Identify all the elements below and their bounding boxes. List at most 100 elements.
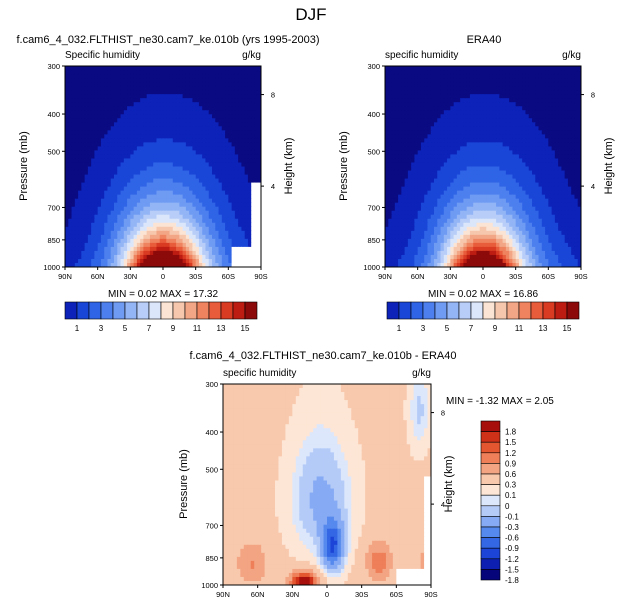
panel-model-field-cell	[136, 262, 141, 267]
panel-model-field-cell	[68, 106, 73, 111]
panel-era40-field-cell	[473, 70, 478, 75]
panel-era40-field-cell	[548, 78, 553, 83]
panel-model-field-cell	[71, 214, 76, 220]
panel-model-field-cell	[84, 242, 89, 248]
panel-era40-field-cell	[499, 134, 504, 139]
panel-model-field-cell	[176, 106, 180, 111]
panel-era40-field-cell	[545, 158, 549, 164]
panel-era40-field-cell	[443, 158, 448, 164]
panel-model-field-cell	[241, 186, 246, 192]
panel-era40-field-cell	[391, 70, 396, 75]
panel-model-field-cell	[65, 194, 69, 200]
panel-era40-field-cell	[450, 110, 455, 115]
panel-era40-field-cell	[538, 78, 543, 83]
panel-model-field-cell	[71, 202, 76, 208]
panel-model-field-cell	[146, 70, 151, 75]
panel-model-field-cell	[71, 158, 76, 164]
panel-era40-field-cell	[502, 150, 507, 156]
panel-model-field-cell	[91, 70, 95, 75]
panel-model-field-cell	[234, 102, 239, 107]
panel-model-field-cell	[231, 206, 236, 212]
panel-era40-field-cell	[532, 134, 536, 139]
panel-model-field-cell	[221, 118, 226, 123]
panel-era40-field-cell	[577, 142, 581, 147]
panel-era40-field-cell	[463, 186, 468, 192]
panel-model-field-cell	[133, 218, 138, 224]
panel-model-field-cell	[254, 234, 259, 240]
panel-era40-field-cell	[388, 110, 393, 115]
panel-model-field-cell	[221, 82, 226, 87]
panel-era40-field-cell	[574, 70, 579, 75]
panel-era40-field-cell	[453, 106, 458, 111]
panel-era40-field-cell	[551, 106, 556, 111]
panel-model-field-cell	[94, 222, 99, 228]
panel-model-field-cell	[143, 170, 148, 176]
panel-era40-field-cell	[538, 186, 543, 192]
panel-model-field-cell	[149, 78, 154, 83]
panel-era40-field-cell	[424, 178, 429, 184]
panel-model-field-cell	[179, 106, 184, 111]
panel-era40-field-cell	[437, 174, 442, 180]
panel-era40-field-cell	[492, 178, 497, 184]
panel-era40-field-cell	[509, 138, 513, 143]
panel-era40-field-cell	[411, 158, 415, 164]
panel-model-field-cell	[202, 238, 207, 244]
panel-era40-field-cell	[391, 186, 396, 192]
panel-era40-field-cell	[404, 178, 409, 184]
panel-model-field-cell	[241, 142, 246, 147]
panel-model-field-cell	[241, 118, 246, 123]
panel-model-field-cell	[163, 210, 167, 216]
panel-model-field-cell	[87, 162, 92, 168]
panel-model-field-cell	[97, 234, 102, 240]
panel-model-field-cell	[140, 210, 144, 216]
panel-model-field-cell	[163, 186, 167, 192]
panel-model-field-cell	[84, 222, 89, 228]
panel-model-field-cell	[225, 94, 229, 99]
panel-era40-field-cell	[502, 94, 507, 99]
panel-era40-field-cell	[577, 130, 581, 135]
panel-model-field-cell	[133, 182, 138, 188]
panel-model-field-cell	[198, 154, 203, 160]
panel-model-field-cell	[146, 166, 151, 172]
panel-model-field-cell	[136, 258, 141, 264]
panel-era40-field-cell	[532, 106, 536, 111]
panel-model-field-cell	[100, 238, 105, 244]
panel-era40-field-cell	[430, 170, 435, 176]
panel-model-field-cell	[94, 214, 99, 220]
panel-model-field-cell	[120, 142, 125, 147]
panel-era40-field-cell	[417, 186, 422, 192]
panel-model-field-cell	[65, 186, 69, 192]
panel-model-variable-label: Specific humidity	[65, 50, 140, 61]
panel-model-field-cell	[254, 242, 259, 248]
panel-model-field-cell	[185, 206, 190, 212]
panel-model-field-cell	[225, 206, 229, 212]
panel-era40-field-cell	[450, 166, 455, 172]
panel-model-field-cell	[189, 70, 193, 75]
panel-model-field-cell	[212, 146, 216, 152]
panel-era40-field-cell	[460, 130, 464, 135]
panel-model-field-cell	[241, 110, 246, 115]
panel-era40-field-cell	[398, 90, 402, 95]
panel-model-field-cell	[149, 150, 154, 156]
panel-model-field-cell	[195, 94, 200, 99]
panel-model-field-cell	[215, 250, 220, 256]
panel-era40-field-cell	[404, 78, 409, 83]
panel-era40-field-cell	[463, 146, 468, 152]
panel-era40-field-cell	[486, 106, 491, 111]
panel-model-field-cell	[244, 182, 249, 188]
panel-era40-field-cell	[551, 150, 556, 156]
panel-era40-field-cell	[424, 142, 429, 147]
panel-model-field-cell	[169, 130, 174, 135]
panel-model-field-cell	[189, 178, 193, 184]
panel-model-field-cell	[257, 158, 261, 164]
panel-model-field-cell	[120, 70, 125, 75]
panel-era40-field-cell	[499, 94, 504, 99]
panel-era40-field-cell	[398, 166, 402, 172]
panel-era40-field-cell	[385, 114, 389, 119]
panel-era40-field-cell	[388, 134, 393, 139]
panel-model-field-cell	[153, 102, 158, 107]
panel-model-field-cell	[254, 190, 259, 196]
panel-model-field-cell	[244, 206, 249, 212]
panel-era40-field-cell	[486, 126, 491, 131]
panel-model-field-cell	[130, 186, 135, 192]
